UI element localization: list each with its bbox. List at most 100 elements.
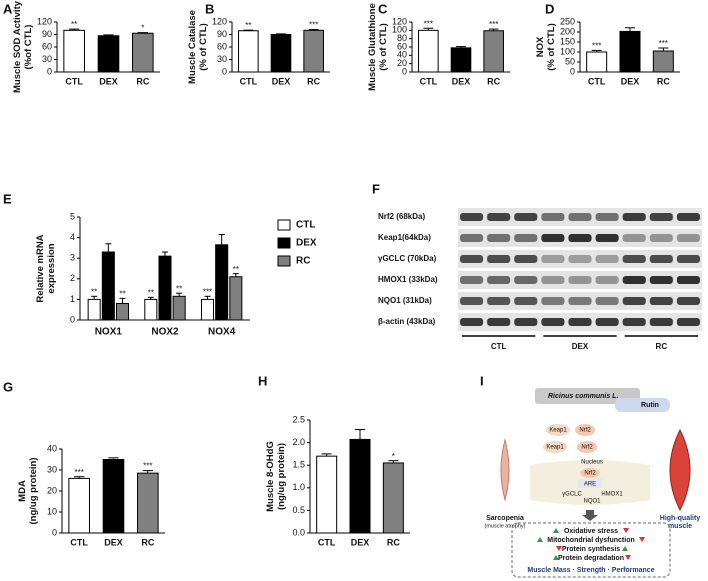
blot-band <box>649 213 673 221</box>
blot-band <box>595 318 619 326</box>
plant-box <box>535 388 640 404</box>
blot-band <box>595 213 619 221</box>
x-tick-label: RC <box>657 76 670 86</box>
effects-box <box>511 522 671 578</box>
blot-band <box>568 234 592 242</box>
are: ARE <box>584 482 596 488</box>
bar <box>63 29 85 73</box>
gene: HMOX1 <box>601 492 623 498</box>
blot-band <box>460 234 484 242</box>
blot-band <box>514 255 538 263</box>
bar <box>316 455 338 534</box>
blot-band <box>676 213 700 221</box>
blot-band <box>649 234 673 242</box>
blot-band <box>460 297 484 305</box>
keap1-blob <box>546 424 570 436</box>
blot-band <box>595 297 619 305</box>
blot-band <box>541 213 565 221</box>
significance: *** <box>489 20 498 29</box>
x-tick-label: DEX <box>99 76 118 86</box>
blot-band <box>487 318 511 326</box>
x-tick-label: DEX <box>621 76 640 86</box>
blot-band <box>541 276 565 284</box>
nrf2: Nrf2 <box>584 471 596 477</box>
legend-swatch <box>277 255 291 267</box>
significance: *** <box>592 42 601 51</box>
x-tick-label: RC <box>387 537 400 547</box>
y-tick-label: 90 <box>217 29 227 39</box>
blot-band <box>487 213 511 221</box>
gene: γGCLC <box>562 492 582 498</box>
blot-row-label: HMOX1 (33kDa) <box>378 275 438 284</box>
y-tick-label: 200 <box>560 26 575 36</box>
significance: ** <box>233 265 239 274</box>
y-tick-label: 0 <box>222 66 227 76</box>
blot-band <box>568 276 592 284</box>
y-tick-label: 1.5 <box>292 460 305 470</box>
blot-band <box>676 297 700 305</box>
effect: Oxidative stress <box>564 528 618 535</box>
down-arrow <box>623 528 629 533</box>
blot-band <box>649 297 673 305</box>
blot-band <box>676 255 700 263</box>
y-tick-label: 150 <box>560 36 575 46</box>
x-tick-label: CTL <box>65 76 83 86</box>
bar <box>101 251 115 321</box>
panel-letter: F <box>372 181 380 196</box>
y-axis-label: expression <box>46 243 57 293</box>
up-arrow <box>622 546 628 551</box>
panel-letter: D <box>545 1 554 16</box>
y-tick-label: 2 <box>70 273 75 283</box>
blot-band <box>676 276 700 284</box>
diagram: I Ricinus communis L. Rutin Keap1 Nrf2 K… <box>480 373 700 578</box>
blot-band <box>514 234 538 242</box>
blot-band <box>541 297 565 305</box>
blot-band <box>541 318 565 326</box>
y-tick-label: 80 <box>397 33 407 43</box>
y-tick-label: 3 <box>70 253 75 263</box>
significance: ** <box>176 284 182 293</box>
bar <box>158 255 172 321</box>
x-tick-label: CTL <box>420 76 438 86</box>
x-tick-label: NOX1 <box>95 327 123 338</box>
blot-band <box>595 276 619 284</box>
y-tick-label: 250 <box>560 16 575 26</box>
blot-band <box>568 318 592 326</box>
legend-label: DEX <box>296 238 317 249</box>
y-tick-label: 0 <box>52 527 57 537</box>
significance: * <box>392 452 395 461</box>
up-arrow <box>553 555 559 560</box>
bar <box>619 30 641 73</box>
blot-band <box>622 213 646 221</box>
significance: ** <box>148 288 154 297</box>
legend-swatch <box>277 237 291 249</box>
x-tick-label: DEX <box>452 76 471 86</box>
y-tick-label: 120 <box>392 16 407 26</box>
legend-label: RC <box>296 256 310 267</box>
significance: *** <box>74 468 83 477</box>
panel-letter: A <box>3 1 13 16</box>
group-label: DEX <box>572 342 589 351</box>
y-tick-label: 60 <box>397 41 407 51</box>
blot-band <box>622 276 646 284</box>
blot-band <box>622 255 646 263</box>
blot-band <box>568 255 592 263</box>
bar <box>349 438 371 534</box>
significance: *** <box>143 462 152 471</box>
group-label: RC <box>656 342 668 351</box>
bar <box>418 29 439 73</box>
blot-band <box>514 213 538 221</box>
y-tick-label: 4 <box>70 232 75 242</box>
group-label: CTL <box>491 342 507 351</box>
y-axis-label: Relative mRNA <box>35 234 46 302</box>
y-tick-label: 0.5 <box>292 505 305 515</box>
blot-band <box>514 276 538 284</box>
y-tick-label: 0 <box>402 66 407 76</box>
bar <box>215 244 229 321</box>
blot-band <box>487 297 511 305</box>
significance: *** <box>203 287 212 296</box>
are-box <box>578 479 602 488</box>
blot-band <box>487 234 511 242</box>
blot-band <box>595 255 619 263</box>
blot-band <box>514 318 538 326</box>
